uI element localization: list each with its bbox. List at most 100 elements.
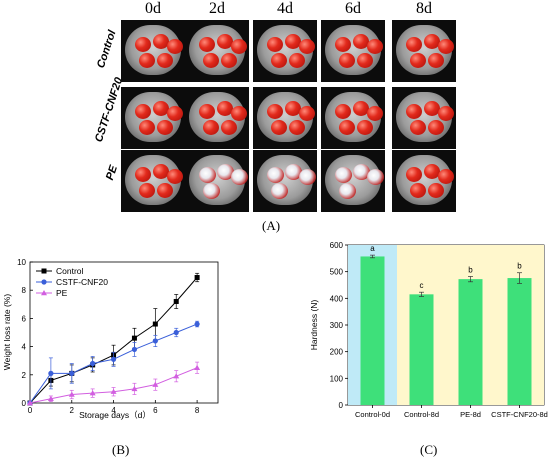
data-point	[110, 356, 117, 362]
data-point	[47, 395, 54, 401]
x-tick-label: 6	[153, 406, 158, 415]
plot-frame	[29, 261, 219, 404]
bowl	[189, 155, 248, 205]
tomato	[271, 183, 288, 199]
x-tick-label: 8	[195, 406, 200, 415]
tomato-photo	[392, 20, 456, 82]
category-label: PE-8d	[460, 410, 481, 419]
tomato	[428, 120, 444, 135]
significance-letter: c	[420, 281, 424, 290]
tomato-photo	[321, 87, 385, 149]
tomato	[406, 104, 422, 119]
tomato-photo	[253, 87, 317, 149]
data-point	[152, 321, 158, 327]
tomato	[367, 169, 384, 185]
bowl	[125, 25, 183, 75]
tomato	[135, 104, 151, 119]
data-point	[41, 279, 47, 285]
data-point	[89, 390, 96, 396]
tomato	[410, 183, 426, 198]
tomato	[153, 164, 169, 179]
tomato	[157, 183, 173, 198]
y-tick-label: 2	[22, 371, 27, 380]
tomato	[139, 120, 155, 135]
data-point	[41, 268, 47, 274]
tomato-photo	[121, 20, 185, 82]
tomato	[410, 120, 426, 135]
weight-loss-chart: Storage days（d） Weight loss rate (%) 0 2 4…	[2, 258, 219, 420]
tomato	[339, 120, 355, 135]
tomato	[231, 169, 248, 185]
tomato	[135, 167, 151, 182]
data-point	[69, 370, 75, 376]
tomato	[299, 169, 316, 185]
category-label: CSTF-CNF20-8d	[491, 410, 548, 419]
tomato	[199, 167, 216, 183]
tomato	[135, 37, 151, 52]
tomato	[424, 101, 440, 116]
tomato	[285, 34, 301, 49]
tomato	[339, 183, 356, 199]
panel-a-caption: (A)	[262, 218, 281, 233]
bowl	[257, 92, 315, 142]
y-axis-label: Weight loss rate (%)	[2, 294, 12, 371]
tomato	[139, 53, 155, 68]
tomato	[199, 104, 215, 119]
tomato	[203, 183, 220, 199]
tomato	[157, 53, 173, 68]
bowl	[125, 92, 183, 142]
data-point	[110, 388, 117, 394]
legend-label: CSTF-CNF20	[56, 277, 108, 287]
tomato-photo	[185, 20, 249, 82]
tomato-photo	[121, 87, 185, 149]
tomato-photo	[321, 150, 385, 212]
bowl	[325, 92, 383, 142]
tomato-photo	[392, 150, 456, 212]
tomato	[339, 53, 355, 68]
tomato	[335, 167, 352, 183]
tomato	[167, 169, 183, 184]
panel-b-caption: (B)	[112, 442, 130, 457]
tomato	[299, 39, 315, 54]
tomato-photo	[321, 20, 385, 82]
row-label: Control	[95, 28, 119, 70]
legend-label: PE	[56, 288, 68, 298]
tomato	[289, 53, 305, 68]
tomato	[438, 39, 454, 54]
tomato	[285, 101, 301, 116]
y-tick-label: 0	[339, 401, 344, 410]
y-tick-label: 200	[330, 348, 344, 357]
tomato	[153, 101, 169, 116]
tomato	[289, 120, 305, 135]
data-point	[194, 364, 201, 370]
tomato	[217, 101, 233, 116]
tomato	[353, 164, 370, 180]
data-point	[173, 373, 180, 379]
tomato	[267, 104, 283, 119]
tomato	[167, 39, 183, 54]
bowl	[189, 25, 247, 75]
row-label: PE	[104, 164, 120, 182]
tomato	[139, 183, 155, 198]
significance-letter: a	[370, 244, 375, 253]
tomato	[428, 53, 444, 68]
tomato	[221, 120, 237, 135]
y-tick-label: 4	[22, 343, 27, 352]
data-point	[173, 329, 179, 336]
data-point	[152, 381, 159, 387]
bowl	[257, 25, 315, 75]
bar	[409, 294, 434, 405]
data-point	[68, 391, 75, 397]
tomato	[438, 106, 454, 121]
tomato	[357, 120, 373, 135]
day-label: 8d	[416, 0, 432, 17]
data-point	[48, 370, 54, 376]
tomato	[410, 53, 426, 68]
tomato	[299, 106, 315, 121]
tomato	[428, 183, 444, 198]
x-tick-label: 4	[111, 406, 116, 415]
bar	[458, 279, 483, 405]
y-tick-label: 300	[330, 321, 344, 330]
tomato	[231, 39, 247, 54]
panel-c-caption: (C)	[420, 442, 438, 457]
